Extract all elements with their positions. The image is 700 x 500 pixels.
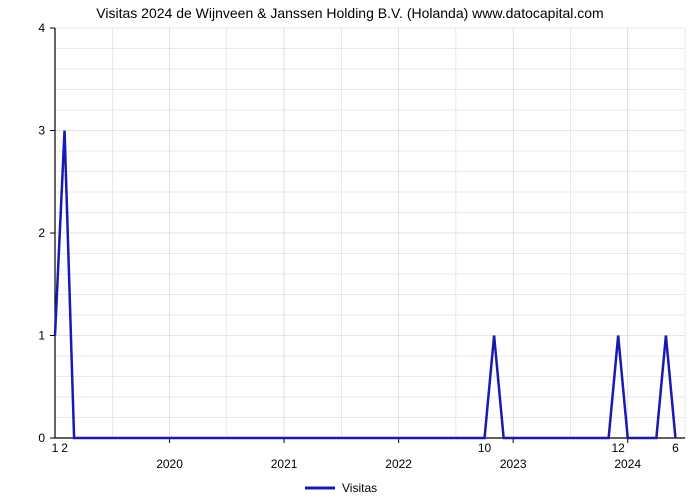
x-axis-point-labels: 12 10 12 6 [52, 441, 679, 455]
x-year-label: 2020 [156, 457, 183, 471]
x-point-label: 1 [52, 441, 59, 455]
y-tick-label: 4 [38, 21, 45, 35]
y-tick-label: 1 [38, 329, 45, 343]
visits-chart: Visitas 2024 de Wijnveen & Janssen Holdi… [0, 0, 700, 500]
x-year-label: 2021 [271, 457, 298, 471]
chart-svg: Visitas 2024 de Wijnveen & Janssen Holdi… [0, 0, 700, 500]
legend: Visitas [305, 481, 377, 495]
y-axis-tick-labels: 0 1 2 3 4 [38, 21, 45, 445]
x-point-label: 2 [61, 441, 68, 455]
grid [55, 28, 685, 438]
y-tick-label: 3 [38, 124, 45, 138]
x-axis-year-labels: 2020 2021 2022 2023 2024 [156, 457, 641, 471]
chart-title: Visitas 2024 de Wijnveen & Janssen Holdi… [96, 5, 603, 21]
x-year-label: 2023 [500, 457, 527, 471]
x-year-label: 2024 [614, 457, 641, 471]
x-point-label: 12 [612, 441, 626, 455]
x-point-label: 6 [672, 441, 679, 455]
legend-label: Visitas [342, 481, 377, 495]
x-year-label: 2022 [385, 457, 412, 471]
y-tick-label: 0 [38, 431, 45, 445]
series-line [55, 131, 675, 439]
x-point-label: 10 [478, 441, 492, 455]
axes [50, 28, 685, 443]
y-tick-label: 2 [38, 226, 45, 240]
